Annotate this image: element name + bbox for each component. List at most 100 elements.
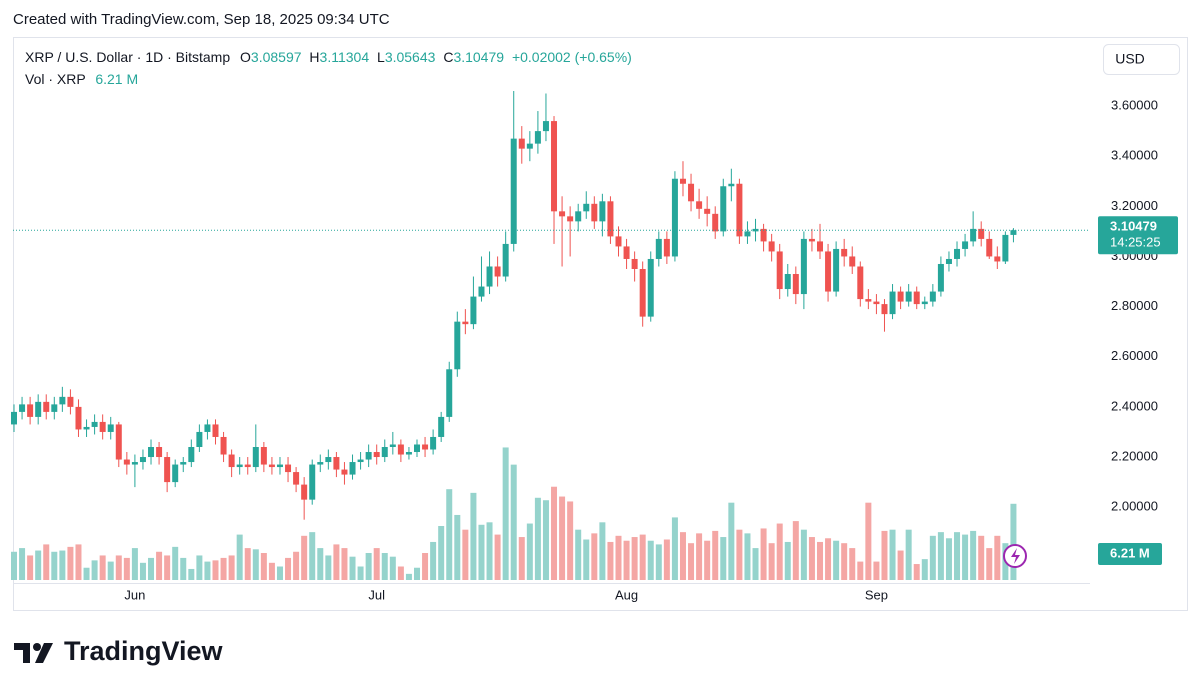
- volume-bar: [365, 553, 372, 580]
- volume-bar: [929, 535, 936, 580]
- ohlc-label: O: [240, 49, 251, 65]
- candle-body: [921, 301, 928, 305]
- volume-value-label: 6.21 M: [1110, 545, 1150, 560]
- candle-body: [19, 404, 26, 412]
- candle-body: [841, 248, 848, 257]
- volume-bar: [11, 551, 17, 580]
- volume-bar: [954, 532, 961, 580]
- candle-body: [462, 321, 469, 325]
- volume-bar: [43, 544, 50, 580]
- candle-body: [405, 452, 412, 455]
- candle-body: [792, 274, 799, 295]
- volume-bar: [51, 551, 58, 580]
- volume-bar: [341, 548, 348, 580]
- volume-bar: [180, 557, 187, 580]
- candle-body: [51, 404, 58, 412]
- volume-bar: [131, 548, 138, 580]
- volume-bar: [123, 557, 130, 580]
- volume-bar: [373, 548, 380, 580]
- candle-body: [83, 426, 90, 430]
- volume-bar: [559, 496, 566, 580]
- volume-bar: [204, 561, 211, 580]
- candle-body: [389, 444, 396, 447]
- volume-bar: [325, 555, 332, 580]
- candle-body: [696, 201, 703, 209]
- last-price-box: [1098, 216, 1178, 255]
- candle-body: [131, 462, 138, 465]
- candle-body: [1010, 230, 1017, 235]
- volume-bar: [494, 534, 501, 580]
- candle-body: [986, 238, 993, 257]
- volume-bar: [599, 522, 606, 580]
- watermark: Created with TradingView.com, Sep 18, 20…: [13, 11, 390, 28]
- volume-bar: [260, 553, 267, 580]
- currency[interactable]: USD: [1115, 51, 1145, 67]
- volume-bar: [35, 550, 42, 580]
- volume-bar: [865, 502, 872, 580]
- candle-body: [575, 211, 582, 222]
- y-tick-label: 3.20000: [1111, 198, 1158, 213]
- candle-body: [833, 248, 840, 292]
- logo-mark: [14, 643, 30, 663]
- volume-bar: [849, 548, 856, 580]
- candle-body: [148, 446, 155, 458]
- volume-bar: [333, 544, 340, 580]
- volume-bar: [107, 561, 114, 580]
- candle-body: [704, 208, 711, 214]
- candle-body: [430, 436, 437, 450]
- volume-bar: [268, 562, 275, 580]
- candle-body: [212, 424, 219, 437]
- volume-bar: [575, 529, 582, 580]
- volume-bar: [591, 533, 598, 580]
- volume-bar: [639, 534, 646, 580]
- candle-body: [679, 178, 686, 184]
- candle-body: [542, 121, 549, 132]
- volume-bar: [188, 568, 195, 580]
- candle-body: [962, 241, 969, 249]
- volume-bar: [881, 530, 888, 580]
- candle-body: [849, 256, 856, 267]
- volume-bar: [502, 447, 509, 580]
- overlay: 1.800002.000002.200002.400002.600002.800…: [124, 97, 1178, 602]
- candle-body: [502, 243, 509, 277]
- candle-body: [204, 424, 211, 432]
- candle-body: [663, 238, 670, 257]
- candle-body: [526, 143, 533, 149]
- candle-body: [615, 236, 622, 247]
- candle-body: [583, 203, 590, 212]
- currency-box[interactable]: [1103, 44, 1180, 75]
- candle-body: [494, 266, 501, 277]
- chart-frame: [13, 37, 1188, 611]
- volume-bar: [696, 533, 703, 580]
- candle-body: [905, 291, 912, 302]
- volume-bar: [808, 537, 815, 580]
- volume-bar: [19, 548, 26, 580]
- ohlc-value: 3.08597: [251, 49, 302, 65]
- volume-bar: [478, 524, 485, 580]
- volume-bar: [196, 555, 203, 580]
- ohlc-value: 3.05643: [385, 49, 436, 65]
- volume-bar: [75, 544, 82, 580]
- candle-body: [325, 457, 332, 463]
- candle-body: [470, 296, 477, 325]
- candle-body: [994, 256, 1001, 262]
- volume-bar: [994, 535, 1001, 580]
- volume-bar: [389, 556, 396, 580]
- candle-body: [164, 457, 171, 483]
- volume-bar: [704, 540, 711, 580]
- volume-bar: [760, 528, 767, 580]
- candle-body: [913, 291, 920, 305]
- candle-body: [27, 404, 34, 417]
- volume-bar: [172, 546, 179, 580]
- volume-bar: [27, 555, 34, 580]
- candle-body: [35, 401, 42, 417]
- volume-bar: [446, 489, 453, 580]
- candle-body: [808, 238, 815, 242]
- candle-body: [317, 462, 324, 465]
- volume-bar: [462, 529, 469, 580]
- volume-bar: [647, 540, 654, 580]
- volume-bar: [139, 562, 146, 580]
- ohlc-label: H: [309, 49, 319, 65]
- candle-body: [67, 396, 74, 407]
- volume-bar: [679, 532, 686, 580]
